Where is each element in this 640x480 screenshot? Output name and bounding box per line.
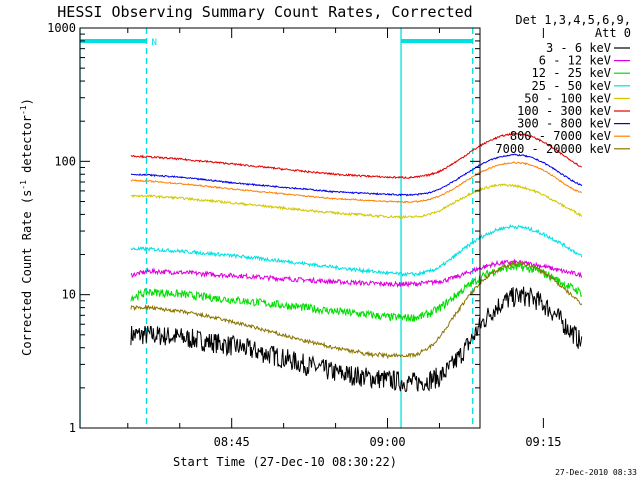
series-line xyxy=(130,262,583,323)
legend-detectors: Det 1,3,4,5,6,9, xyxy=(515,13,631,27)
x-tick-label: 08:45 xyxy=(214,435,250,449)
x-axis-label: Start Time (27-Dec-10 08:30:22) xyxy=(173,455,397,469)
series-line xyxy=(130,286,583,393)
y-axis-label-main: Corrected Count Rate (s xyxy=(20,190,34,356)
y-axis-label-end: ) xyxy=(20,98,34,105)
legend-label: 3 - 6 keV xyxy=(546,41,611,55)
y-tick-label: 1 xyxy=(69,421,76,435)
timestamp: 27-Dec-2010 08:33 xyxy=(555,468,637,477)
series-line xyxy=(130,260,583,360)
y-axis-labels: 1 10 100 1000 xyxy=(47,21,76,435)
legend-label: 800 - 7000 keV xyxy=(510,129,611,143)
legend-attenuator: Att 0 xyxy=(595,26,631,40)
legend-label: 300 - 800 keV xyxy=(517,117,611,131)
night-intervals: N xyxy=(79,28,474,428)
x-tick-label: 09:15 xyxy=(525,435,561,449)
x-tick-label: 09:00 xyxy=(369,435,405,449)
y-axis-label: Corrected Count Rate (s-1 detector-1) xyxy=(19,98,34,356)
y-tick-label: 1000 xyxy=(47,21,76,35)
legend-label: 25 - 50 keV xyxy=(532,79,611,93)
series-line xyxy=(130,183,583,219)
legend-label: 50 - 100 keV xyxy=(524,91,611,105)
night-marker-label: N xyxy=(151,38,156,48)
y-tick-label: 100 xyxy=(54,154,76,168)
series-line xyxy=(130,224,583,278)
legend-label: 12 - 25 keV xyxy=(532,66,611,80)
series-line xyxy=(130,153,583,197)
plot-frame xyxy=(79,27,481,429)
series-line xyxy=(130,258,583,288)
y-axis-label-mid: detector xyxy=(20,115,34,180)
axis-ticks xyxy=(80,27,544,429)
legend-label: 6 - 12 keV xyxy=(539,54,611,68)
y-axis-label-sup1: -1 xyxy=(19,180,28,190)
legend-label: 100 - 300 keV xyxy=(517,104,611,118)
series-line xyxy=(130,132,583,179)
y-axis-label-sup2: -1 xyxy=(19,105,28,115)
chart-title: HESSI Observing Summary Count Rates, Cor… xyxy=(57,3,472,21)
series-lines xyxy=(130,132,583,393)
y-tick-label: 10 xyxy=(62,288,76,302)
series-line xyxy=(130,161,583,204)
legend-label: 7000 - 20000 keV xyxy=(495,142,611,156)
